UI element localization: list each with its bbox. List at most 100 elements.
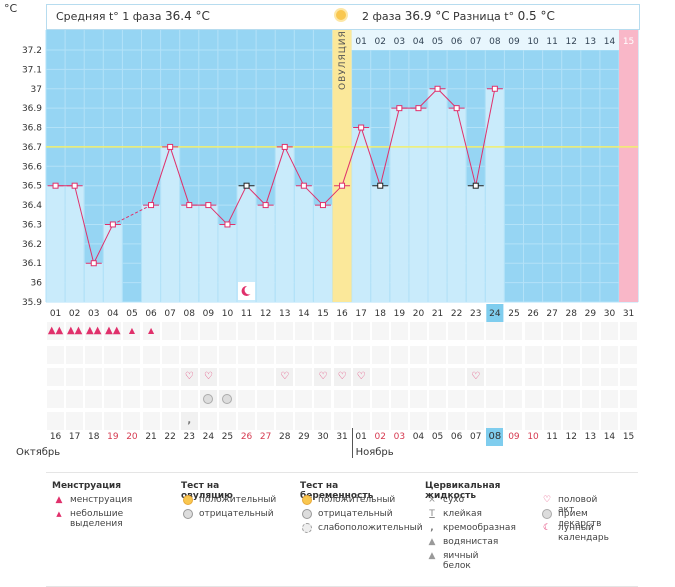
- cycle-day-label: 06: [451, 37, 463, 47]
- temp-point: [262, 202, 269, 209]
- temp-point: [434, 85, 441, 92]
- cycle-day-label: 03: [394, 37, 405, 47]
- temp-line-segment: [475, 88, 496, 186]
- temp-point: [358, 124, 365, 131]
- sun-icon: [336, 10, 346, 20]
- temp-point: [167, 143, 174, 150]
- cross-icon: ×: [428, 495, 436, 505]
- temp-bar: [466, 185, 485, 302]
- phase2-summary: 2 фаза 36.9 °C: [362, 9, 450, 23]
- y-tick-label: 37.2: [22, 46, 42, 56]
- legend-item-label: кремообразная: [443, 523, 516, 533]
- y-tick-label: 36.6: [22, 162, 42, 172]
- x-day-label: 16: [336, 309, 348, 319]
- legend-item-label: положительный: [318, 495, 396, 505]
- temp-bar: [428, 88, 447, 303]
- legend-item-label: менструация: [70, 495, 133, 505]
- temp-bar: [142, 205, 161, 302]
- temp-bar: [447, 108, 466, 303]
- legend-item-label: прием лекарств: [558, 509, 602, 529]
- legend-item-label: водянистая: [443, 537, 499, 547]
- y-tick-label: 36.2: [22, 240, 42, 250]
- temp-point: [339, 182, 346, 189]
- y-tick-label: 37.1: [22, 65, 42, 75]
- diff-summary: Разница t° 0.5 °C: [453, 9, 555, 23]
- y-tick-label: 36.1: [22, 259, 42, 269]
- y-tick-label: 36.4: [22, 201, 42, 211]
- y-tick-label: 36.9: [22, 104, 42, 114]
- x-day-label: 06: [145, 309, 157, 319]
- temp-point: [52, 182, 59, 189]
- temp-line-segment: [74, 185, 95, 264]
- temp-bar: [371, 185, 390, 302]
- temp-point: [205, 202, 212, 209]
- sun-positive-icon: [302, 495, 312, 505]
- cycle-day-label: 01: [355, 37, 366, 47]
- legend-item-label: яичный белок: [443, 551, 479, 571]
- cycle-day-label: 09: [508, 37, 520, 47]
- temp-bar: [352, 127, 371, 303]
- y-tick-label: 36.7: [22, 143, 42, 153]
- temp-line-segment: [169, 146, 190, 206]
- x-day-label: 31: [623, 309, 634, 319]
- x-day-label: 18: [375, 309, 387, 319]
- x-day-label: 12: [260, 309, 271, 319]
- cycle-day-label: 02: [375, 37, 386, 47]
- cycle-day-label: 08: [489, 37, 501, 47]
- x-day-label: 13: [279, 309, 290, 319]
- temp-bar: [103, 224, 122, 302]
- cycle-day-label: 05: [432, 37, 443, 47]
- y-tick-label: 35.9: [22, 298, 42, 308]
- temp-bar: [180, 205, 199, 302]
- temp-line-segment: [227, 185, 247, 225]
- sun-positive-icon: [183, 495, 193, 505]
- temp-line-segment: [246, 185, 267, 206]
- temp-point: [148, 202, 155, 209]
- x-day-label: 15: [317, 309, 328, 319]
- cycle-day-label: 15: [623, 37, 634, 47]
- x-day-label: 14: [298, 309, 310, 319]
- temp-point: [109, 221, 116, 228]
- temp-line-segment: [418, 88, 438, 109]
- comma-icon: ,: [430, 523, 434, 533]
- temp-line-segment: [360, 127, 381, 186]
- x-day-label: 17: [355, 309, 366, 319]
- legend-group-title: Цервикальная жидкость: [425, 481, 501, 501]
- legend-item-label: сухо: [443, 495, 465, 505]
- x-day-label: 08: [184, 309, 196, 319]
- x-day-label: 01: [50, 309, 61, 319]
- moon-icon-cut: [244, 285, 254, 295]
- heart-icon: ♡: [542, 495, 552, 505]
- temp-bar: [313, 205, 332, 302]
- phase1-label: Средняя t° 1 фаза: [56, 10, 162, 23]
- y-tick-label: 36.8: [22, 124, 42, 134]
- x-day-label: 20: [413, 309, 425, 319]
- temp-point: [300, 182, 307, 189]
- x-day-label: 09: [203, 309, 215, 319]
- phase1-summary: Средняя t° 1 фаза 36.4 °C: [56, 9, 210, 23]
- temp-point: [319, 202, 326, 209]
- y-tick-label: 36.5: [22, 182, 42, 192]
- legend-group-title: Тест на беременность: [300, 481, 374, 501]
- x-day-label: 25: [508, 309, 519, 319]
- x-day-label: 10: [222, 309, 234, 319]
- temp-bar: [218, 224, 237, 302]
- diff-value: 0.5 °C: [517, 9, 555, 23]
- drop-gray-icon: ▲: [428, 551, 436, 561]
- x-day-label: 21: [432, 309, 443, 319]
- temp-bar: [84, 263, 103, 302]
- y-tick-label: 36.3: [22, 220, 42, 230]
- phase1-value: 36.4 °C: [165, 9, 210, 23]
- cycle-day-label: 10: [527, 37, 539, 47]
- temp-bar: [65, 185, 84, 302]
- cycle-day-label: 12: [566, 37, 577, 47]
- phase2-day-strip: [351, 30, 639, 50]
- month-label-november: Ноябрь: [355, 447, 394, 458]
- future-day-column: [619, 50, 639, 302]
- pill-icon: [542, 509, 552, 519]
- temp-line-segment: [284, 146, 305, 186]
- future-cycle-day-cell: [619, 30, 639, 50]
- x-day-label: 07: [164, 309, 175, 319]
- moon-icon: ☾: [542, 523, 552, 533]
- temp-point: [415, 105, 422, 112]
